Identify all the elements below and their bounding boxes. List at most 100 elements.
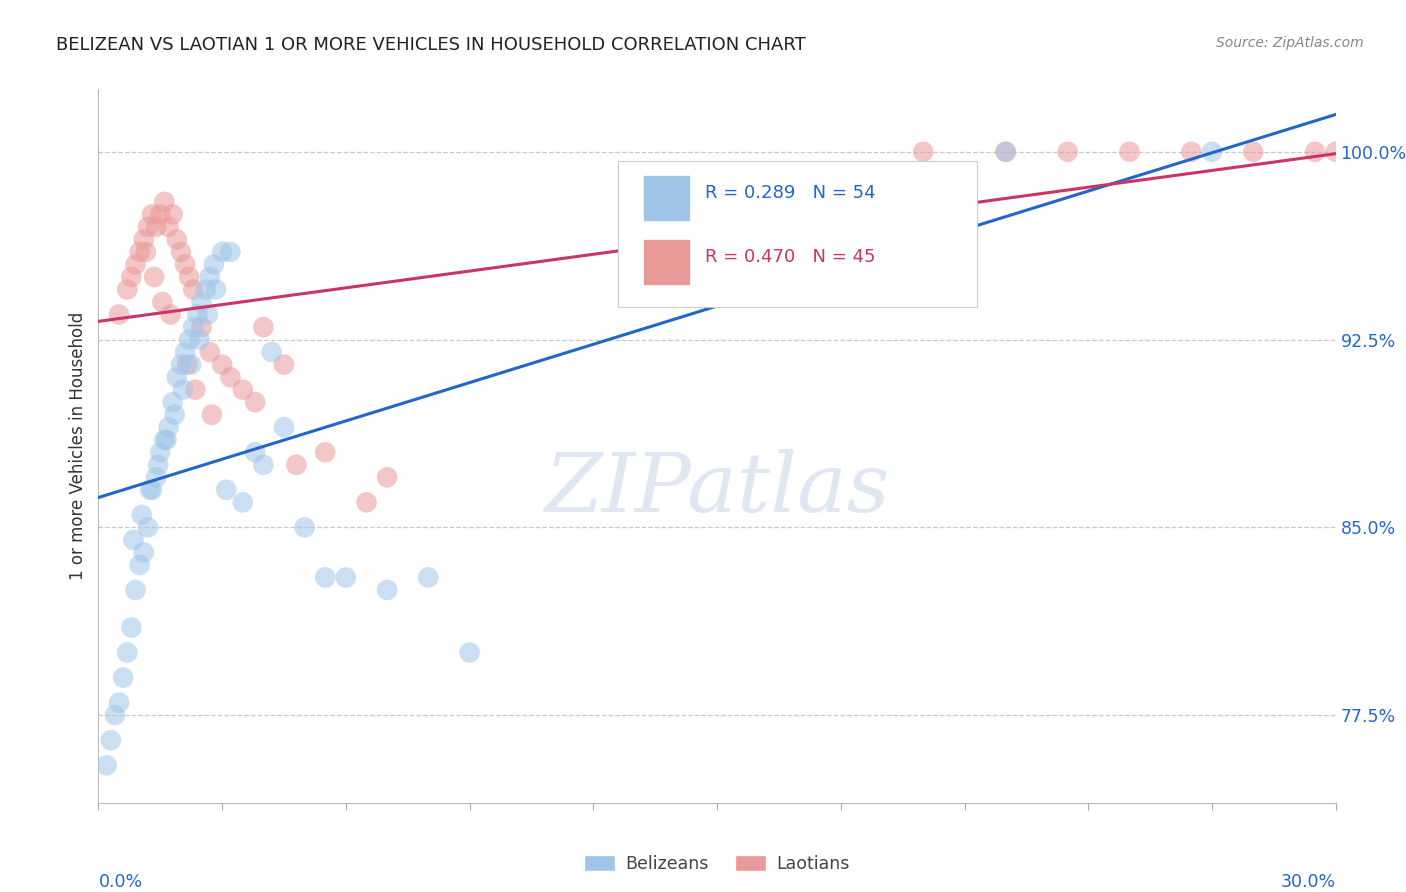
Point — [150, 295, 173, 310]
Point — [252, 320, 274, 334]
Point — [153, 194, 176, 209]
Point — [132, 545, 155, 559]
Point — [112, 671, 135, 685]
Point — [188, 333, 211, 347]
Point — [166, 370, 188, 384]
Point — [157, 219, 180, 234]
Point — [994, 145, 1017, 159]
Point — [120, 621, 142, 635]
Point — [96, 758, 118, 772]
Point — [153, 433, 176, 447]
Point — [117, 283, 139, 297]
Point — [232, 383, 254, 397]
Point — [135, 244, 157, 259]
Point — [219, 244, 242, 259]
Point — [179, 333, 201, 347]
Bar — [643, 175, 690, 221]
Text: 0.0%: 0.0% — [98, 873, 142, 891]
Point — [170, 244, 193, 259]
Point — [1303, 145, 1326, 159]
Point — [356, 495, 378, 509]
Point — [205, 283, 228, 297]
Point — [314, 445, 336, 459]
Point — [157, 420, 180, 434]
Point — [174, 345, 197, 359]
Point — [166, 232, 188, 246]
Point — [174, 257, 197, 271]
Point — [285, 458, 308, 472]
Legend: Belizeans, Laotians: Belizeans, Laotians — [576, 848, 858, 880]
Point — [128, 244, 150, 259]
Text: R = 0.470   N = 45: R = 0.470 N = 45 — [704, 248, 875, 266]
Point — [273, 420, 295, 434]
Point — [375, 582, 398, 597]
Point — [159, 308, 181, 322]
Point — [108, 308, 131, 322]
Text: Source: ZipAtlas.com: Source: ZipAtlas.com — [1216, 36, 1364, 50]
Point — [232, 495, 254, 509]
Point — [219, 370, 242, 384]
Point — [294, 520, 316, 534]
Point — [184, 383, 207, 397]
Point — [145, 219, 167, 234]
Point — [458, 646, 481, 660]
Point — [260, 345, 283, 359]
Point — [124, 582, 146, 597]
Point — [194, 283, 217, 297]
Point — [418, 570, 440, 584]
Point — [912, 145, 935, 159]
Y-axis label: 1 or more Vehicles in Household: 1 or more Vehicles in Household — [69, 312, 87, 580]
Point — [198, 345, 221, 359]
Point — [104, 708, 127, 723]
Point — [124, 257, 146, 271]
Point — [122, 533, 145, 547]
Point — [149, 207, 172, 221]
Point — [100, 733, 122, 747]
Text: 30.0%: 30.0% — [1281, 873, 1336, 891]
Point — [198, 270, 221, 285]
Bar — [643, 239, 690, 285]
Point — [211, 358, 233, 372]
Point — [132, 232, 155, 246]
Point — [211, 244, 233, 259]
Point — [252, 458, 274, 472]
Point — [181, 283, 204, 297]
Point — [335, 570, 357, 584]
Point — [197, 308, 219, 322]
Point — [162, 207, 184, 221]
Point — [170, 358, 193, 372]
Text: BELIZEAN VS LAOTIAN 1 OR MORE VEHICLES IN HOUSEHOLD CORRELATION CHART: BELIZEAN VS LAOTIAN 1 OR MORE VEHICLES I… — [56, 36, 806, 54]
Point — [162, 395, 184, 409]
Point — [186, 308, 208, 322]
Point — [136, 520, 159, 534]
Point — [148, 458, 170, 472]
Point — [120, 270, 142, 285]
Point — [314, 570, 336, 584]
Point — [145, 470, 167, 484]
Point — [1201, 145, 1223, 159]
Point — [1241, 145, 1264, 159]
Point — [163, 408, 186, 422]
Point — [155, 433, 177, 447]
Point — [131, 508, 153, 522]
Point — [139, 483, 162, 497]
Point — [149, 445, 172, 459]
Point — [1056, 145, 1078, 159]
Point — [994, 145, 1017, 159]
Point — [1324, 145, 1347, 159]
Point — [136, 219, 159, 234]
Point — [243, 445, 266, 459]
FancyBboxPatch shape — [619, 161, 977, 307]
Point — [375, 470, 398, 484]
Point — [141, 483, 163, 497]
Point — [179, 270, 201, 285]
Point — [273, 358, 295, 372]
Text: ZIPatlas: ZIPatlas — [544, 449, 890, 529]
Point — [143, 270, 166, 285]
Point — [141, 207, 163, 221]
Point — [243, 395, 266, 409]
Point — [190, 295, 212, 310]
Point — [1180, 145, 1202, 159]
Point — [181, 320, 204, 334]
Point — [201, 408, 224, 422]
